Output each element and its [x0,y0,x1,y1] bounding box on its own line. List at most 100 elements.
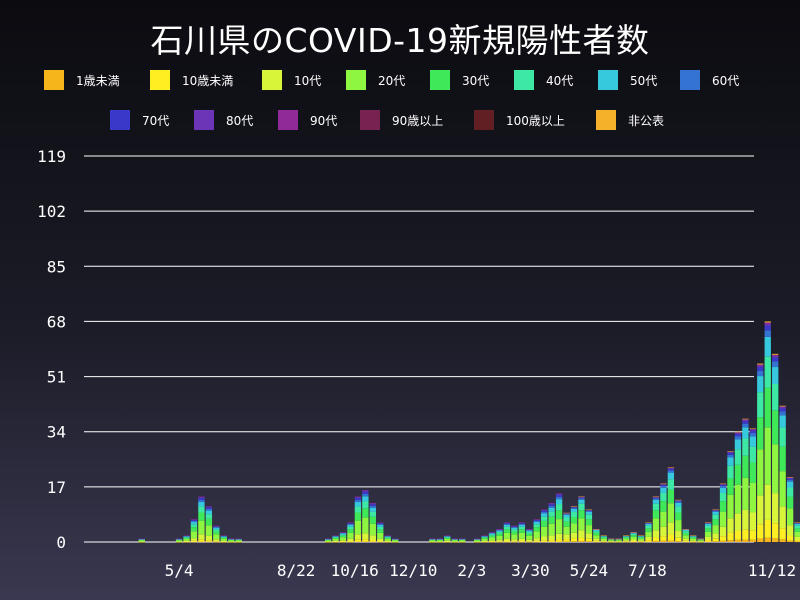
bar-segment [622,540,630,542]
bar-segment [205,540,213,542]
bar-segment [339,533,347,535]
x-tick-label: 3/30 [511,561,550,580]
bar-segment [727,478,734,495]
bar-segment [526,530,533,532]
bar-segment [138,541,145,542]
bar-segment [615,541,622,542]
bar-stack [712,509,719,542]
bar-segment [719,487,727,493]
bar-segment [757,364,764,366]
bar-segment [205,514,213,519]
bar-segment [548,505,555,508]
bar-segment [205,518,213,526]
bar-segment [548,504,555,506]
bar-segment [190,540,198,542]
bar-segment [727,451,734,453]
bar-segment [608,541,615,543]
bar-segment [384,536,391,537]
bar-segment [347,529,354,533]
bar-segment [637,541,645,542]
legend-swatch [150,70,170,90]
bar-segment [734,439,742,450]
bar-segment [548,503,555,504]
bar-segment [511,525,518,527]
bar-segment [324,538,332,540]
bar-segment [362,493,369,497]
bar-segment [526,529,533,530]
bar-segment [533,538,540,541]
bar-segment [578,503,585,511]
bar-segment [548,511,555,517]
bar-stack [503,522,511,543]
bar-segment [362,508,369,518]
bar-segment [541,510,548,512]
bar-segment [518,529,526,533]
bar-segment [794,540,800,542]
bar-segment [362,491,369,494]
bar-segment [742,421,749,424]
legend-label: 20代 [378,74,406,88]
bar-segment [578,498,585,500]
bar-segment [339,535,347,538]
bar-segment [734,513,742,531]
bar-segment [660,485,667,488]
bar-segment [757,376,764,393]
bar-segment [786,479,794,482]
bar-stack [511,525,518,543]
bar-segment [615,540,622,542]
bar-segment [622,537,630,539]
bar-segment [585,511,593,515]
bar-segment [384,540,391,542]
bar-stack [384,535,391,543]
legend-label: 30代 [462,74,490,88]
bar-segment [541,526,548,537]
bar-segment [220,535,227,537]
bar-segment [473,539,481,541]
bar-segment [555,504,563,511]
y-tick-label: 68 [47,312,66,331]
legend-label: 50代 [630,74,658,88]
y-tick-label: 34 [47,423,66,442]
bar-segment [511,526,518,527]
bar-segment [354,506,362,513]
bar-segment [503,538,511,542]
bar-segment [712,510,719,511]
bar-segment [675,499,682,501]
bar-segment [369,507,376,512]
bar-segment [481,537,488,539]
bar-segment [481,536,488,538]
bar-segment [719,501,727,512]
bar-segment [712,541,719,542]
bar-segment [779,539,786,542]
bar-segment [555,519,563,534]
bar-segment [719,484,727,485]
legend-swatch [44,70,64,90]
bar-segment [734,433,742,437]
bar-segment [585,519,593,526]
bar-stack [444,535,451,543]
bar-segment [526,531,533,534]
bar-segment [488,541,496,543]
bar-segment [548,540,555,542]
bar-segment [779,408,786,412]
bar-segment [578,499,585,504]
bar-segment [220,541,227,543]
bar-segment [682,529,689,531]
bar-segment [488,532,496,533]
bar-segment [473,541,481,543]
bar-segment [704,522,712,524]
bar-stack [391,538,399,543]
bar-segment [339,534,347,536]
bar-segment [511,527,518,530]
bar-segment [637,541,645,543]
bar-segment [518,541,526,543]
bar-segment [637,538,645,541]
bar-stack [697,538,704,543]
bar-segment [332,541,339,543]
bar-segment [749,436,757,447]
bar-segment [391,539,399,541]
bar-segment [220,538,227,541]
bar-segment [578,530,585,538]
bar-segment [354,539,362,542]
bar-segment [190,520,198,523]
